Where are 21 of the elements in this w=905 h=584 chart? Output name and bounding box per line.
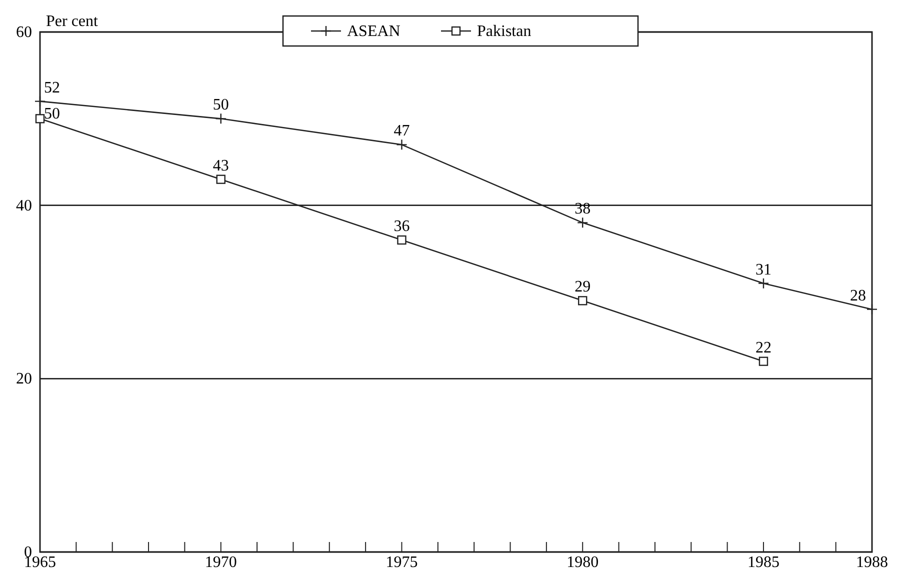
y-tick-label: 20 <box>16 370 32 388</box>
data-label: 36 <box>394 218 410 235</box>
data-label: 50 <box>212 96 229 114</box>
y-axis-title: Per cent <box>46 13 99 30</box>
y-tick-label: 40 <box>16 197 32 214</box>
data-label: 43 <box>212 157 229 174</box>
data-label: 28 <box>850 287 866 304</box>
x-tick-label: 1985 <box>747 554 780 571</box>
data-label: 22 <box>755 339 772 356</box>
data-label: 52 <box>44 79 60 96</box>
legend-label: Pakistan <box>477 23 532 40</box>
x-tick-label: 1988 <box>856 554 888 571</box>
y-tick-label: 60 <box>16 24 32 41</box>
data-label: 31 <box>755 261 772 278</box>
x-tick-label: 1975 <box>386 554 418 571</box>
x-tick-label: 1980 <box>566 554 599 571</box>
data-label: 50 <box>44 106 60 123</box>
x-tick-label: 1970 <box>204 554 237 571</box>
legend-label: ASEAN <box>347 23 401 40</box>
data-label: 29 <box>574 278 591 296</box>
data-label: 47 <box>394 122 410 140</box>
